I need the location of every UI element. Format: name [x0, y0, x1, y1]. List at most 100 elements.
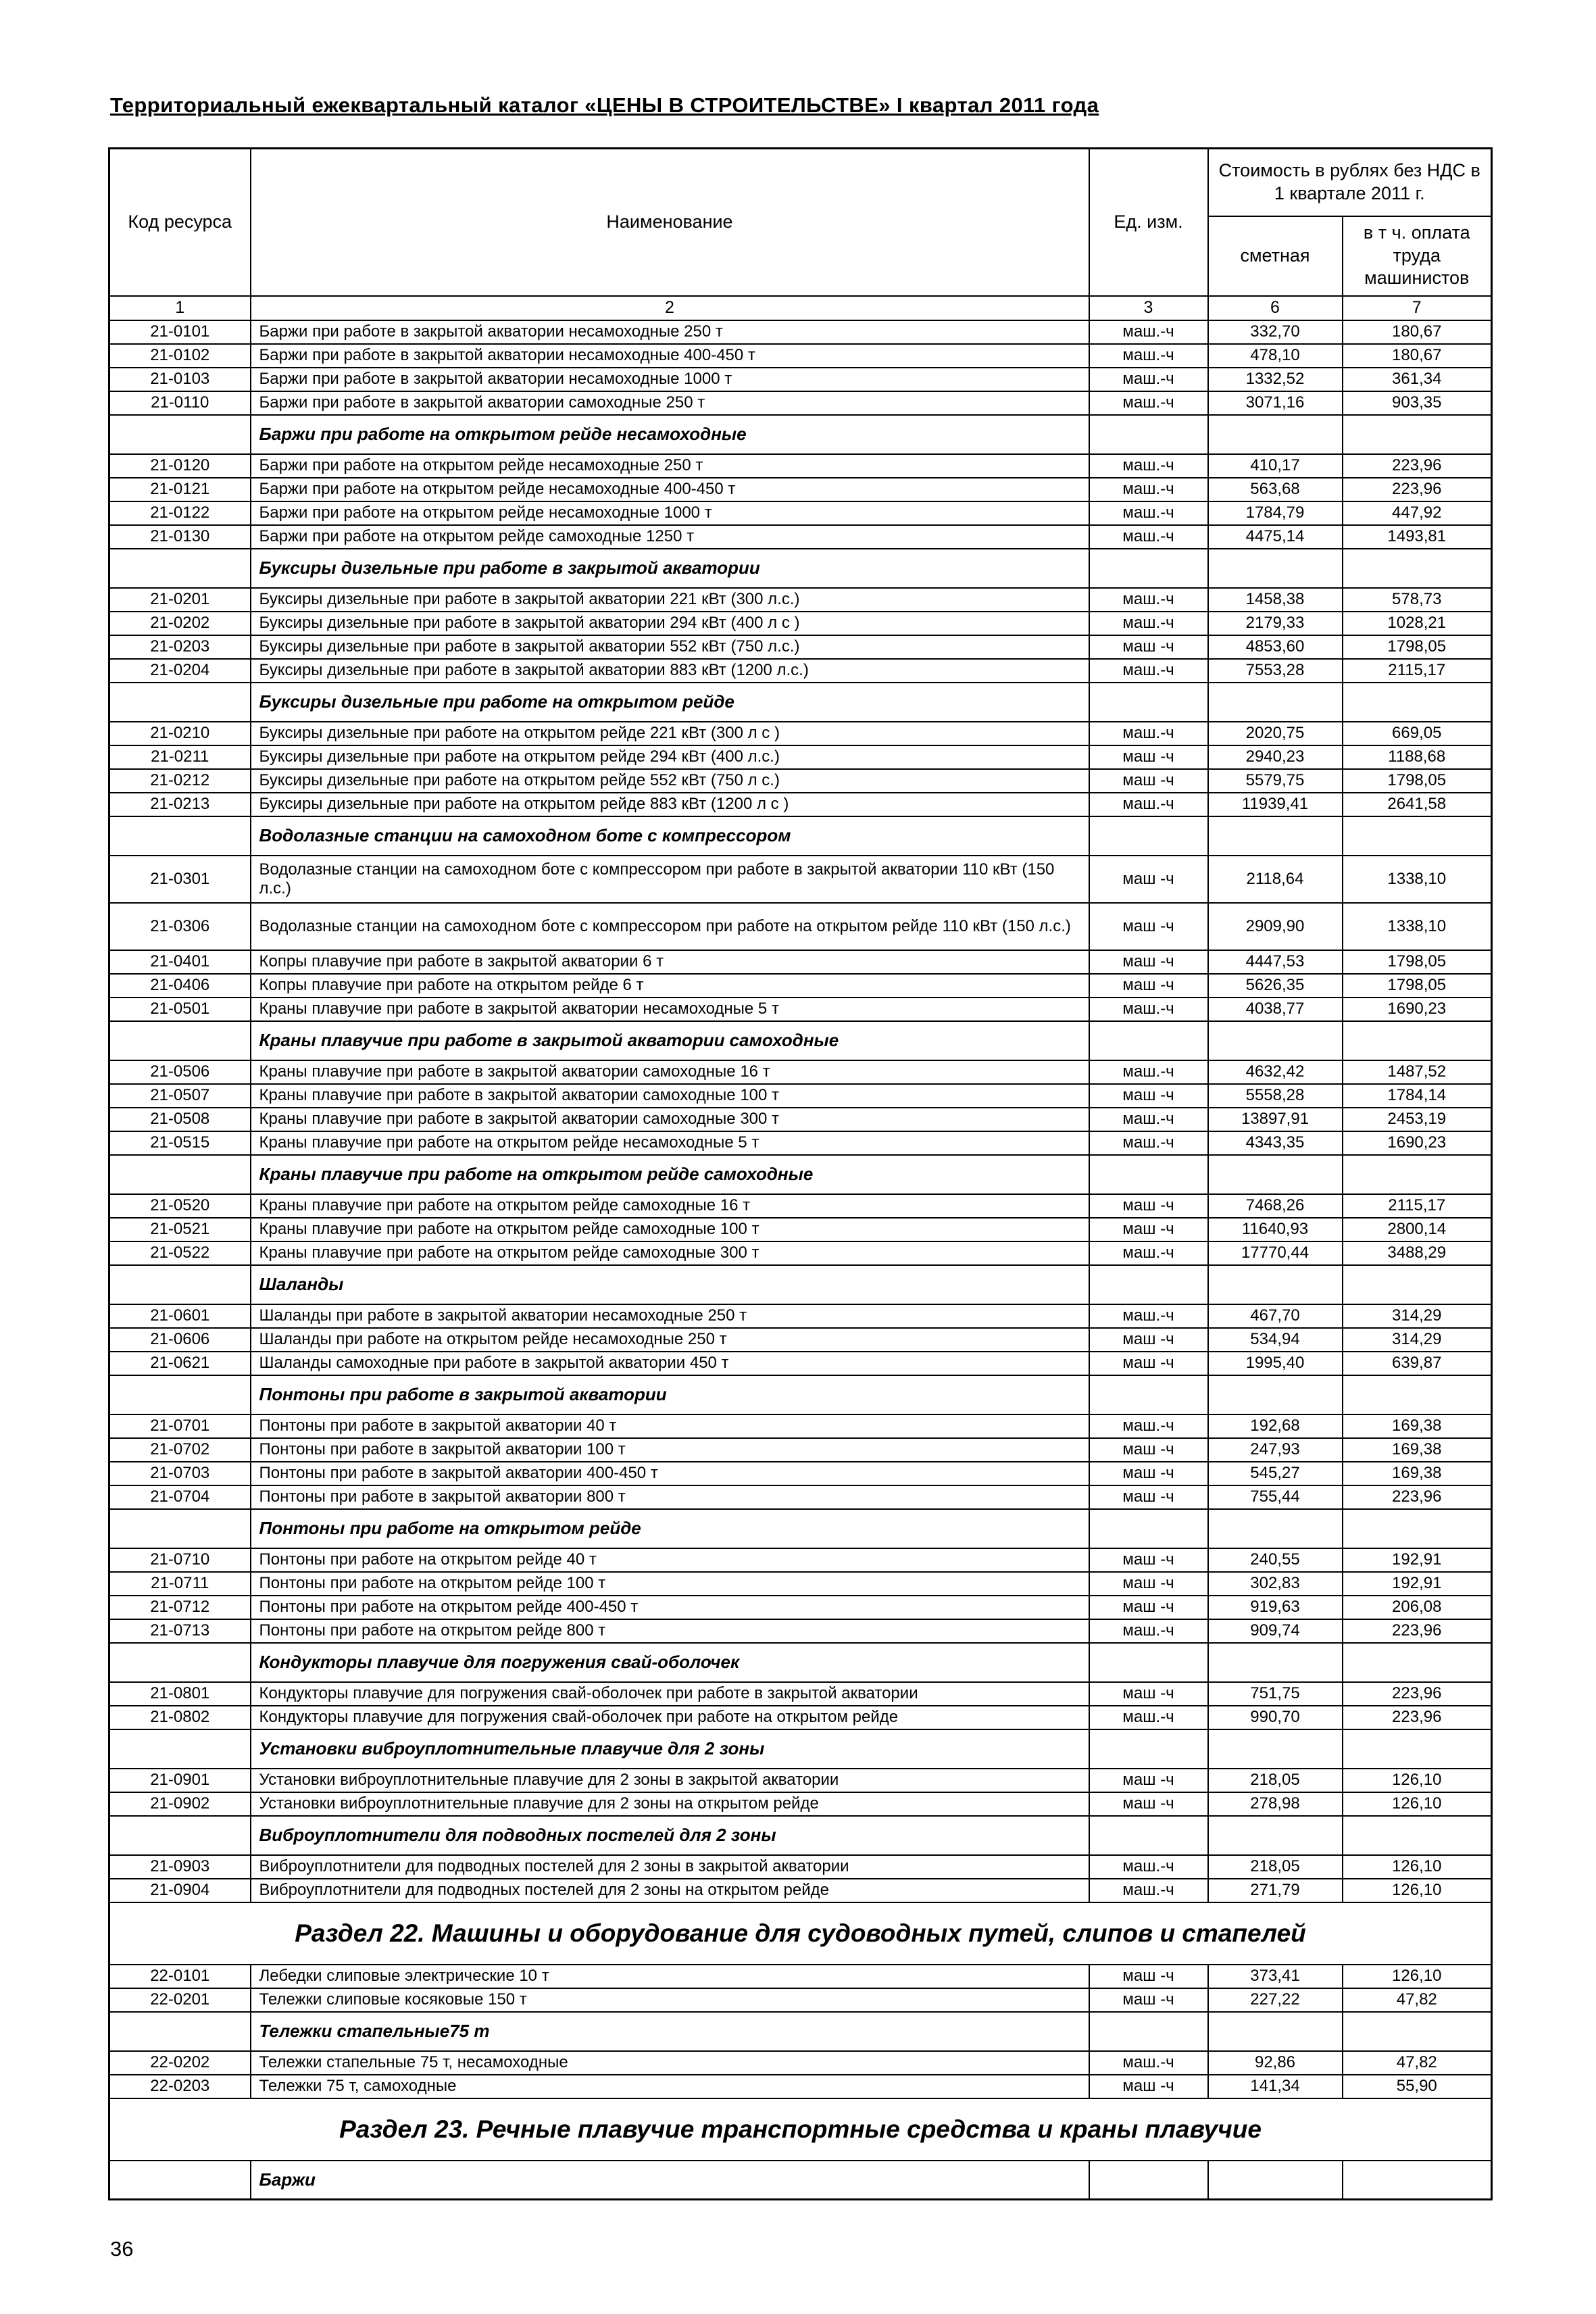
unit-cell	[1088, 681, 1209, 722]
table-row: 21-0301 Водолазные станции на самоходном …	[108, 854, 1493, 904]
labor-cell: 361,34	[1341, 366, 1493, 392]
table-row: 21-0801 Кондукторы плавучие для погружени…	[108, 1681, 1493, 1706]
name-cell: Установки виброуплотнительные плавучие д…	[249, 1791, 1090, 1817]
header-row-sub: сметная в т ч. оплата труда машинистов	[109, 215, 1493, 297]
labor-cell	[1341, 2159, 1493, 2200]
code-cell: 21-0406	[108, 973, 251, 998]
table-row: 21-0507 Краны плавучие при работе в закры…	[108, 1083, 1493, 1108]
code-cell: 21-0103	[108, 366, 251, 392]
unit-cell	[1088, 1642, 1209, 1683]
smeta-cell: 563,68	[1207, 476, 1343, 502]
unit-cell: маш -ч	[1088, 973, 1209, 998]
unit-cell: маш -ч	[1088, 1963, 1209, 1989]
section-title: Краны плавучие при работе в закрытой акв…	[249, 1020, 1090, 1061]
name-cell: Баржи при работе на открытом рейде самох…	[249, 524, 1090, 549]
name-cell: Буксиры дизельные при работе в закрытой …	[249, 634, 1090, 660]
header-cost-estimate: сметная	[1207, 215, 1343, 297]
name-cell: Понтоны при работе в закрытой акватории …	[249, 1460, 1090, 1486]
name-cell: Баржи при работе на открытом рейде несам…	[249, 500, 1090, 526]
code-cell: 21-0702	[108, 1437, 251, 1462]
section-row: Краны плавучие при работе в закрытой акв…	[108, 1020, 1493, 1061]
unit-cell: маш.-ч	[1088, 500, 1209, 526]
smeta-cell: 218,05	[1207, 1767, 1343, 1793]
table-row: 21-0901 Установки виброуплотнительные пла…	[108, 1767, 1493, 1793]
section-title: Шаланды	[249, 1264, 1090, 1305]
table-row: 21-0406 Копры плавучие при работе на откр…	[108, 973, 1493, 998]
smeta-cell: 271,79	[1207, 1877, 1343, 1903]
labor-cell: 192,91	[1341, 1571, 1493, 1596]
labor-cell	[1341, 1020, 1493, 1061]
table-row: 21-0201 Буксиры дизельные при работе в за…	[108, 587, 1493, 612]
name-cell: Краны плавучие при работе в закрытой акв…	[249, 1059, 1090, 1085]
name-cell: Краны плавучие при работе в закрытой акв…	[249, 996, 1090, 1022]
table-row: 22-0101 Лебедки слиповые электрические 10…	[108, 1963, 1493, 1989]
name-cell: Баржи при работе в закрытой акватории са…	[249, 390, 1090, 416]
labor-cell: 126,10	[1341, 1791, 1493, 1817]
labor-cell: 126,10	[1341, 1767, 1493, 1793]
header-code: Код ресурса	[108, 147, 251, 297]
smeta-cell: 141,34	[1207, 2073, 1343, 2099]
unit-cell: маш -ч	[1088, 1767, 1209, 1793]
table-row: 21-0202 Буксиры дизельные при работе в за…	[108, 610, 1493, 636]
labor-cell: 1487,52	[1341, 1059, 1493, 1085]
labor-cell: 1690,23	[1341, 996, 1493, 1022]
unit-cell: маш.-ч	[1088, 658, 1209, 683]
name-cell: Баржи при работе в закрытой акватории не…	[249, 366, 1090, 392]
code-cell: 21-0621	[108, 1350, 251, 1376]
smeta-cell: 1332,52	[1207, 366, 1343, 392]
code-cell: 21-0801	[108, 1681, 251, 1706]
smeta-cell	[1207, 681, 1343, 722]
name-cell: Копры плавучие при работе в закрытой акв…	[249, 949, 1090, 975]
code-cell	[108, 1728, 251, 1769]
name-cell: Шаланды самоходные при работе в закрытой…	[249, 1350, 1090, 1376]
code-cell: 21-0521	[108, 1216, 251, 1242]
unit-cell: маш.-ч	[1088, 524, 1209, 549]
smeta-cell: 4475,14	[1207, 524, 1343, 549]
code-cell: 21-0501	[108, 996, 251, 1022]
smeta-cell: 2909,90	[1207, 902, 1343, 951]
code-cell: 21-0211	[108, 744, 251, 770]
unit-cell: маш.-ч	[1088, 1059, 1209, 1085]
labor-cell: 1338,10	[1341, 902, 1493, 951]
table-row: 21-0501 Краны плавучие при работе в закры…	[108, 996, 1493, 1022]
table-row: 21-0203 Буксиры дизельные при работе в за…	[108, 634, 1493, 660]
smeta-cell	[1207, 1020, 1343, 1061]
smeta-cell: 4038,77	[1207, 996, 1343, 1022]
code-cell: 21-0802	[108, 1704, 251, 1730]
labor-cell: 314,29	[1341, 1303, 1493, 1329]
unit-cell	[1088, 815, 1209, 856]
code-cell	[108, 1154, 251, 1195]
name-cell: Лебедки слиповые электрические 10 т	[249, 1963, 1090, 1989]
labor-cell: 2115,17	[1341, 658, 1493, 683]
smeta-cell: 4853,60	[1207, 634, 1343, 660]
code-cell	[108, 547, 251, 589]
unit-cell: маш -ч	[1088, 1193, 1209, 1218]
code-cell: 21-0401	[108, 949, 251, 975]
smeta-cell: 4343,35	[1207, 1130, 1343, 1156]
code-cell: 21-0306	[108, 902, 251, 951]
smeta-cell: 240,55	[1207, 1547, 1343, 1573]
smeta-cell: 3071,16	[1207, 390, 1343, 416]
unit-cell: маш.-ч	[1088, 1704, 1209, 1730]
unit-cell	[1088, 547, 1209, 589]
name-cell: Шаланды при работе на открытом рейде нес…	[249, 1327, 1090, 1352]
section-row: Буксиры дизельные при работе в закрытой …	[108, 547, 1493, 589]
table-row: 21-0621 Шаланды самоходные при работе в з…	[108, 1350, 1493, 1376]
code-cell: 21-0210	[108, 720, 251, 746]
code-cell: 22-0201	[108, 1987, 251, 2013]
table-row: 21-0122 Баржи при работе на открытом рейд…	[108, 500, 1493, 526]
unit-cell: маш -ч	[1088, 1571, 1209, 1596]
smeta-cell	[1207, 1728, 1343, 1769]
code-cell	[108, 815, 251, 856]
name-cell: Понтоны при работе на открытом рейде 40 …	[249, 1547, 1090, 1573]
labor-cell	[1341, 681, 1493, 722]
code-cell: 21-0121	[108, 476, 251, 502]
unit-cell	[1088, 414, 1209, 455]
name-cell: Краны плавучие при работе в закрытой акв…	[249, 1083, 1090, 1108]
labor-cell	[1341, 414, 1493, 455]
section-row: Виброуплотнители для подводных постелей …	[108, 1815, 1493, 1856]
smeta-cell	[1207, 547, 1343, 589]
smeta-cell	[1207, 2011, 1343, 2052]
unit-cell: маш.-ч	[1088, 610, 1209, 636]
table-row: 21-0702 Понтоны при работе в закрытой акв…	[108, 1437, 1493, 1462]
